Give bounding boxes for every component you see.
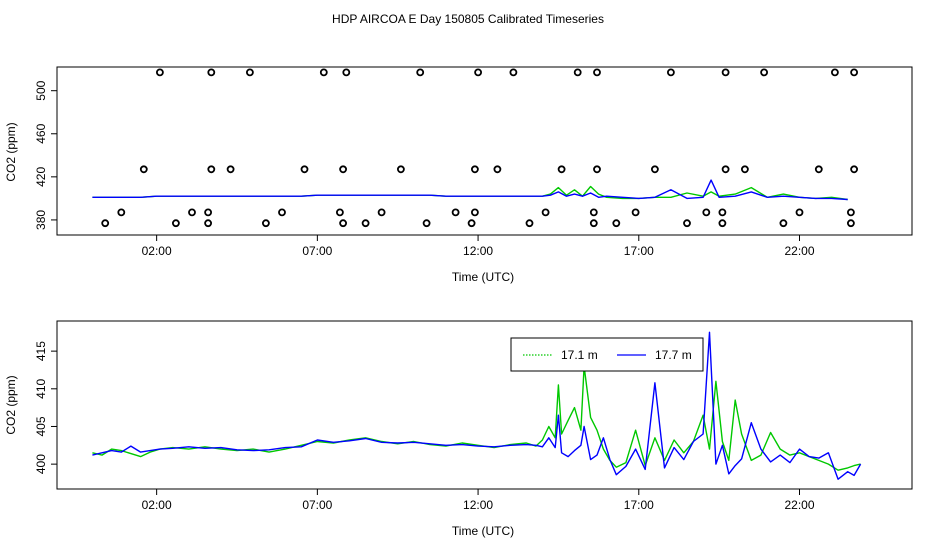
data-point — [188, 208, 196, 217]
data-point — [422, 219, 431, 228]
data-point — [493, 165, 502, 174]
data-point — [207, 68, 216, 77]
data-point — [342, 68, 351, 77]
y-tick-label-bottom: 415 — [34, 341, 48, 361]
x-tick-label-bottom: 07:00 — [302, 498, 332, 512]
data-point — [831, 68, 839, 77]
data-point — [850, 68, 858, 77]
data-point — [139, 165, 148, 174]
data-point — [557, 165, 566, 174]
y-tick-label-bottom: 405 — [34, 416, 48, 436]
data-point — [319, 68, 328, 77]
x-tick-label-top: 02:00 — [142, 244, 172, 258]
data-point — [667, 68, 675, 77]
x-tick-label-top: 07:00 — [302, 244, 332, 258]
data-point — [760, 68, 768, 77]
data-point — [721, 165, 730, 174]
data-point — [155, 68, 164, 77]
plot-frame-bottom — [56, 320, 913, 490]
data-point — [467, 219, 476, 228]
x-tick-label-top: 12:00 — [463, 244, 493, 258]
data-point — [204, 208, 213, 217]
data-point — [416, 68, 425, 77]
data-point — [718, 219, 727, 228]
data-point — [101, 219, 110, 228]
data-point — [117, 208, 126, 217]
y-axis-label-bottom: CO2 (ppm) — [4, 375, 18, 434]
data-point — [631, 208, 640, 217]
data-point — [702, 208, 711, 217]
data-point — [261, 219, 270, 228]
legend: 17.1 m 17.7 m — [510, 337, 704, 372]
legend-box — [510, 337, 704, 372]
data-point — [589, 208, 598, 217]
y-tick-label-top: 500 — [34, 80, 48, 100]
legend-label-1: 17.7 m — [655, 348, 692, 362]
data-point — [850, 165, 858, 174]
y-axis-label-top: CO2 (ppm) — [4, 122, 18, 181]
data-point — [204, 219, 213, 228]
panel-bottom: Time (UTC) CO2 (ppm) 02:00 07:00 12:00 17:0… — [4, 320, 913, 538]
x-axis-label-bottom: Time (UTC) — [452, 524, 514, 538]
data-point — [278, 208, 286, 217]
data-point — [593, 68, 601, 77]
data-point — [245, 68, 254, 77]
x-tick-label-bottom: 02:00 — [142, 498, 172, 512]
x-axis-label-top: Time (UTC) — [452, 270, 514, 284]
data-point — [847, 219, 855, 228]
data-point — [525, 219, 534, 228]
data-point — [718, 208, 727, 217]
series-line-green-top — [92, 185, 848, 201]
data-point — [300, 165, 309, 174]
data-point — [683, 219, 691, 228]
data-point — [451, 208, 460, 217]
data-point — [541, 208, 550, 217]
figure-title: HDP AIRCOA E Day 150805 Calibrated Times… — [332, 12, 604, 26]
data-point — [207, 165, 216, 174]
data-point — [573, 68, 582, 77]
series-line-blue-bottom — [92, 331, 862, 480]
data-point — [589, 219, 598, 228]
data-point — [741, 165, 749, 174]
series-line-blue-top — [92, 179, 848, 201]
data-point — [795, 208, 804, 217]
data-point — [474, 68, 483, 77]
panel-top: Time (UTC) CO2 (ppm) 02:00 07:00 12:00 17:0… — [4, 66, 913, 284]
x-tick-label-top: 17:00 — [624, 244, 654, 258]
data-point — [226, 165, 235, 174]
data-point — [509, 68, 518, 77]
x-tick-label-top: 22:00 — [784, 244, 814, 258]
y-tick-label-top: 420 — [34, 167, 48, 187]
data-point — [361, 219, 370, 228]
data-point — [651, 165, 659, 174]
y-tick-label-top: 460 — [34, 123, 48, 143]
y-tick-label-top: 380 — [34, 210, 48, 230]
x-tick-label-bottom: 22:00 — [784, 498, 814, 512]
x-tick-label-bottom: 17:00 — [624, 498, 654, 512]
data-point — [814, 165, 823, 174]
y-tick-label-bottom: 410 — [34, 378, 48, 398]
data-point — [339, 219, 348, 228]
data-point — [470, 165, 479, 174]
data-point — [339, 165, 348, 174]
data-point — [721, 68, 730, 77]
data-point — [470, 208, 479, 217]
y-tick-label-bottom: 400 — [34, 454, 48, 474]
data-point — [377, 208, 386, 217]
legend-label-0: 17.1 m — [561, 348, 598, 362]
data-point — [171, 219, 180, 228]
data-point — [612, 219, 621, 228]
series-line-green-bottom — [92, 365, 861, 471]
data-point — [779, 219, 788, 228]
data-point — [593, 165, 601, 174]
data-point — [335, 208, 344, 217]
data-point — [847, 208, 855, 217]
plot-frame-top — [56, 66, 913, 236]
data-point — [396, 165, 405, 174]
x-tick-label-bottom: 12:00 — [463, 498, 493, 512]
